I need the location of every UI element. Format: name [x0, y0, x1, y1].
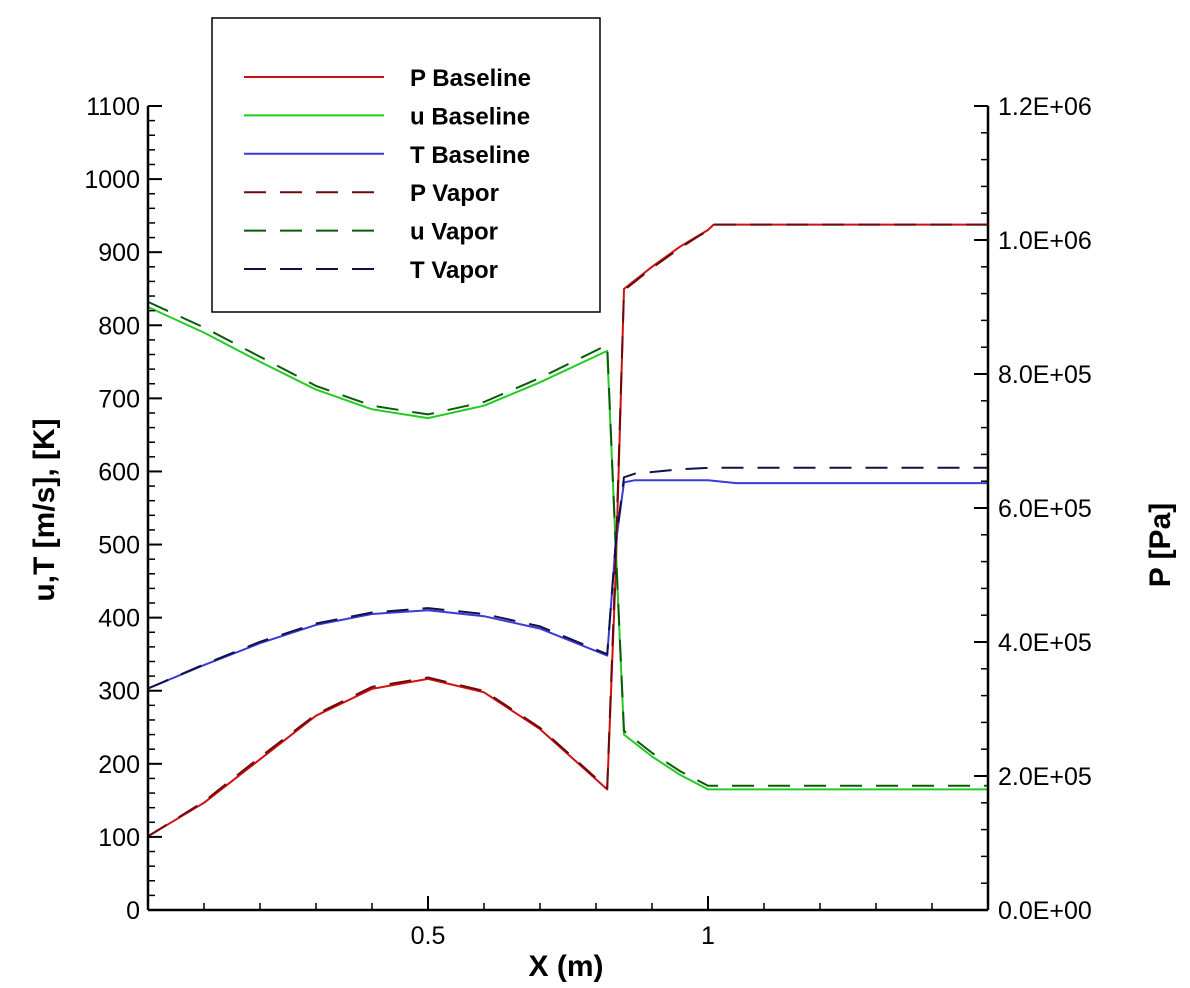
- axes-layer: 0.5 1 0 100 200 300 400 500 600 700 800 900 1000 1100…: [84, 93, 1091, 950]
- series-line-p-baseline: [147, 223, 988, 838]
- legend-label: P Baseline: [410, 65, 531, 92]
- series-line-u-vapor: [147, 300, 988, 787]
- y-left-tick-label: 400: [98, 605, 140, 633]
- y-right-tick-label: 6.0E+05: [998, 495, 1092, 523]
- series-line-t-vapor: [147, 466, 988, 690]
- y-right-axis-title: P [Pa]: [1144, 503, 1177, 587]
- y-right-tick-label: 0.0E+00: [998, 897, 1092, 925]
- legend-label: u Vapor: [410, 219, 498, 246]
- series-line-u-baseline: [147, 306, 988, 791]
- x-tick-label: 1: [701, 922, 715, 950]
- y-left-tick-label: 300: [98, 678, 140, 706]
- series-layer: [147, 223, 988, 838]
- series-line-p-vapor: [147, 223, 988, 838]
- legend-label: P Vapor: [410, 180, 499, 207]
- y-right-tick-label: 8.0E+05: [998, 361, 1092, 389]
- x-tick-label: 0.5: [411, 922, 446, 950]
- y-right-tick-label: 1.0E+06: [998, 227, 1092, 255]
- y-right-tick-label: 2.0E+05: [998, 763, 1092, 791]
- y-left-tick-label: 0: [126, 897, 140, 925]
- legend-label: T Baseline: [410, 142, 530, 169]
- y-right-tick-label: 4.0E+05: [998, 629, 1092, 657]
- y-left-tick-label: 500: [98, 532, 140, 560]
- y-left-tick-label: 600: [98, 458, 140, 486]
- x-axis-title: X (m): [529, 950, 604, 983]
- legend-box: [211, 17, 601, 313]
- y-left-tick-label: 700: [98, 385, 140, 413]
- y-left-tick-label: 800: [98, 312, 140, 340]
- y-right-tick-label: 1.2E+06: [998, 93, 1092, 121]
- legend: P Baseline u Baseline T Baseline P Vapor u V…: [211, 17, 601, 313]
- y-left-tick-label: 1000: [84, 166, 140, 194]
- legend-label: T Vapor: [410, 257, 498, 284]
- y-left-tick-label: 900: [98, 239, 140, 267]
- legend-label: u Baseline: [410, 103, 530, 130]
- series-line-t-baseline: [147, 479, 988, 690]
- y-left-tick-label: 100: [98, 824, 140, 852]
- y-left-tick-label: 200: [98, 751, 140, 779]
- y-left-axis-title: u,T [m/s], [K]: [28, 418, 61, 601]
- y-left-tick-label: 1100: [86, 93, 140, 121]
